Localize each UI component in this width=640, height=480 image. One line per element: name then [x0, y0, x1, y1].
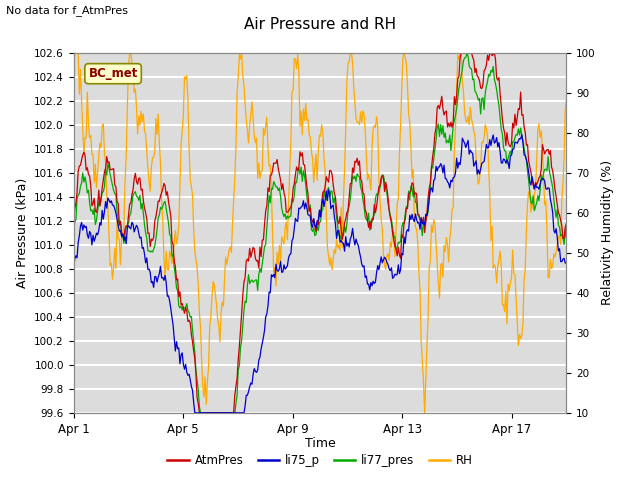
Legend: AtmPres, li75_p, li77_pres, RH: AtmPres, li75_p, li77_pres, RH	[163, 449, 477, 472]
Text: Air Pressure and RH: Air Pressure and RH	[244, 17, 396, 32]
Y-axis label: Relativity Humidity (%): Relativity Humidity (%)	[602, 160, 614, 305]
X-axis label: Time: Time	[305, 437, 335, 450]
Y-axis label: Air Pressure (kPa): Air Pressure (kPa)	[15, 178, 29, 288]
Text: No data for f_AtmPres: No data for f_AtmPres	[6, 5, 129, 16]
Text: BC_met: BC_met	[88, 67, 138, 80]
